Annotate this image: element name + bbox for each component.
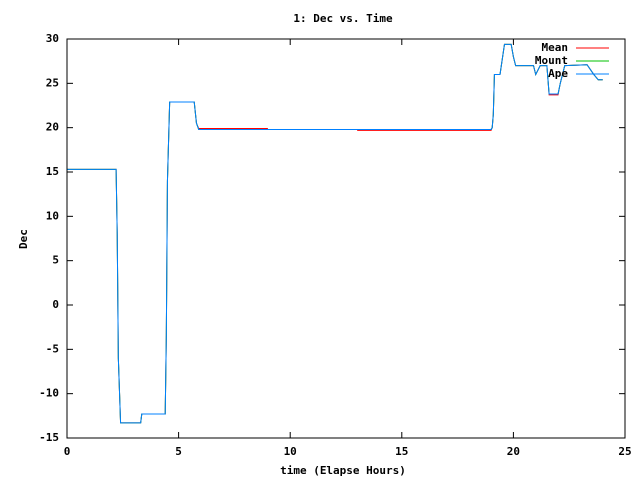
y-tick-label: -10 <box>39 387 59 400</box>
y-tick-label: 30 <box>46 32 59 45</box>
series-line <box>67 43 603 424</box>
y-tick-label: -5 <box>46 342 59 355</box>
y-tick-label: 10 <box>46 209 59 222</box>
y-axis-label: Dec <box>17 229 30 249</box>
legend-label: Ape <box>548 67 568 80</box>
x-tick-label: 25 <box>618 445 631 458</box>
x-tick-label: 20 <box>507 445 520 458</box>
chart-title: 1: Dec vs. Time <box>293 12 393 25</box>
y-tick-label: 20 <box>46 121 59 134</box>
x-tick-label: 10 <box>284 445 297 458</box>
legend-label: Mount <box>535 54 568 67</box>
y-tick-label: -15 <box>39 431 59 444</box>
series-line <box>67 43 603 424</box>
x-axis-label: time (Elapse Hours) <box>280 464 406 477</box>
plot-border <box>66 38 626 439</box>
legend-label: Mean <box>542 41 569 54</box>
y-tick-label: 5 <box>52 254 59 267</box>
x-tick-label: 15 <box>395 445 408 458</box>
x-tick-label: 5 <box>175 445 182 458</box>
y-tick-label: 0 <box>52 298 59 311</box>
x-tick-label: 0 <box>64 445 71 458</box>
y-tick-label: 15 <box>46 165 59 178</box>
y-tick-label: 25 <box>46 76 59 89</box>
series-line <box>67 43 603 424</box>
